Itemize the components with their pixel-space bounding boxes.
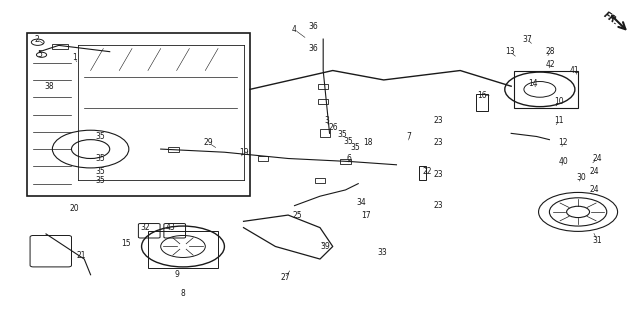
- Text: 35: 35: [344, 137, 353, 146]
- Text: 36: 36: [308, 22, 319, 31]
- Text: 41: 41: [570, 66, 580, 75]
- Text: 2: 2: [34, 35, 39, 44]
- Text: 3: 3: [324, 116, 329, 125]
- Text: 24: 24: [593, 154, 602, 163]
- Text: 4: 4: [292, 25, 297, 34]
- Text: 15: 15: [121, 239, 131, 248]
- Text: 35: 35: [95, 154, 105, 163]
- Text: 39: 39: [320, 242, 330, 251]
- Text: 23: 23: [433, 201, 443, 210]
- Text: 35: 35: [95, 176, 105, 185]
- Text: 22: 22: [422, 166, 432, 176]
- Bar: [168, 146, 179, 152]
- Bar: [257, 156, 268, 161]
- Text: 35: 35: [337, 130, 347, 139]
- Text: 26: 26: [328, 123, 338, 132]
- Text: 25: 25: [293, 210, 303, 220]
- Text: 29: 29: [204, 138, 213, 147]
- Bar: [315, 178, 325, 183]
- Text: 14: 14: [529, 79, 538, 87]
- Text: 10: 10: [554, 97, 564, 107]
- Text: 18: 18: [363, 138, 372, 147]
- Text: 23: 23: [433, 138, 443, 147]
- Text: FR.: FR.: [602, 10, 621, 27]
- Text: 1: 1: [72, 54, 77, 62]
- Text: 12: 12: [559, 138, 568, 147]
- Text: 9: 9: [174, 270, 179, 279]
- Bar: [318, 84, 328, 89]
- Bar: [340, 159, 351, 164]
- Text: 43: 43: [165, 223, 175, 232]
- Text: 16: 16: [477, 91, 487, 100]
- Bar: [476, 94, 488, 111]
- Text: 21: 21: [76, 251, 86, 260]
- Text: 8: 8: [180, 289, 186, 298]
- Text: 42: 42: [546, 60, 556, 69]
- Text: 40: 40: [559, 157, 568, 166]
- Text: 30: 30: [577, 173, 586, 182]
- Text: 27: 27: [280, 273, 290, 282]
- Text: 5: 5: [37, 50, 42, 59]
- Text: 7: 7: [407, 132, 412, 141]
- Text: 32: 32: [140, 223, 150, 232]
- Text: 23: 23: [433, 116, 443, 125]
- Bar: [320, 129, 330, 137]
- Text: 24: 24: [589, 185, 599, 194]
- Text: 20: 20: [70, 204, 79, 213]
- Bar: [419, 166, 426, 180]
- Text: 37: 37: [522, 35, 532, 44]
- Text: 17: 17: [361, 210, 371, 220]
- Text: 35: 35: [350, 143, 360, 152]
- Text: 38: 38: [44, 82, 54, 91]
- Text: 13: 13: [505, 47, 515, 56]
- Text: 35: 35: [95, 166, 105, 176]
- Text: 11: 11: [554, 116, 564, 125]
- Text: 36: 36: [308, 44, 319, 53]
- Text: 34: 34: [356, 198, 366, 207]
- Text: 6: 6: [346, 154, 351, 163]
- Bar: [318, 100, 328, 105]
- Text: 19: 19: [239, 148, 248, 157]
- Text: 28: 28: [546, 47, 556, 56]
- Bar: [52, 44, 68, 49]
- Text: 24: 24: [589, 166, 599, 176]
- Text: 33: 33: [378, 248, 387, 257]
- Bar: [515, 70, 578, 108]
- Text: 35: 35: [95, 132, 105, 141]
- Text: 31: 31: [593, 236, 602, 245]
- Text: 23: 23: [433, 170, 443, 179]
